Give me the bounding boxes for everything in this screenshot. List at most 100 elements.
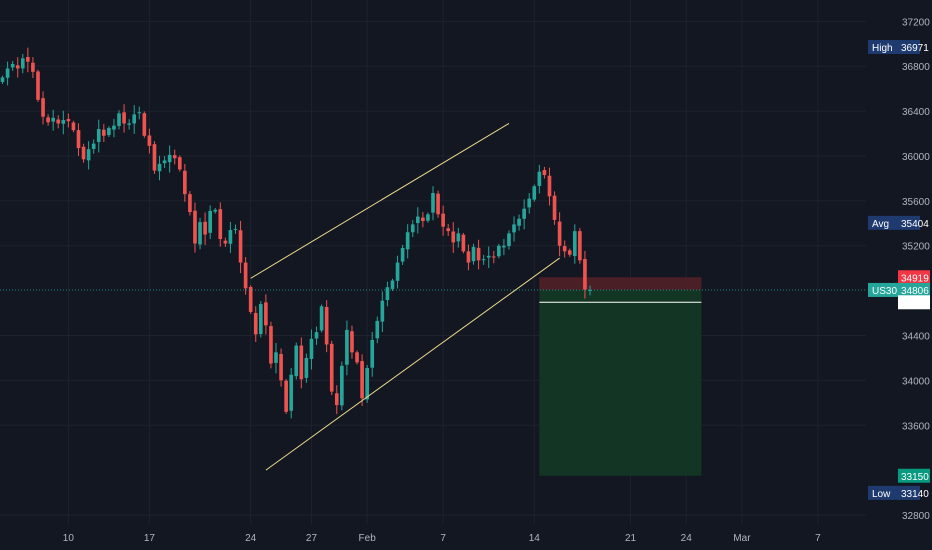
candle-body-43 <box>218 209 223 239</box>
candle-body-105 <box>532 186 537 200</box>
stop-label-bg <box>898 270 930 285</box>
candle-body-42 <box>213 209 218 212</box>
avg-label-value: 35404 <box>901 219 929 230</box>
candle-body-96 <box>486 255 491 258</box>
candle-body-71 <box>360 361 364 399</box>
candle-body-10 <box>51 117 55 122</box>
candles <box>0 47 592 419</box>
candle-body-82 <box>415 216 420 224</box>
current-price-value: 34806 <box>901 286 929 297</box>
candle-body-48 <box>243 262 248 289</box>
candle-body-76 <box>385 287 390 301</box>
candle-body-55 <box>279 354 283 381</box>
high-label: High 36971 <box>868 40 929 55</box>
candle-body-40 <box>203 221 207 235</box>
trend-channel[interactable] <box>250 122 560 471</box>
price-axis-labels: High 36971 Avg 35404 34919 US30 34806 34… <box>868 40 930 500</box>
candle-body-3 <box>15 65 20 69</box>
candle-body-107 <box>542 169 547 176</box>
candle-body-30 <box>152 144 157 171</box>
candle-body-35 <box>177 157 182 170</box>
candle-body-109 <box>552 195 557 220</box>
candle-body-28 <box>142 113 147 136</box>
candle-body-65 <box>329 343 334 392</box>
x-tick-label-1: 17 <box>144 533 156 544</box>
candle-body-99 <box>502 245 506 248</box>
x-tick-label-0: 10 <box>63 533 75 544</box>
candle-body-49 <box>248 287 253 312</box>
x-tick-label-8: 24 <box>681 533 693 544</box>
candle-body-90 <box>456 233 461 242</box>
candle-body-34 <box>172 155 177 159</box>
candle-body-53 <box>269 326 273 364</box>
edge-label: 34696 <box>898 295 930 310</box>
candle-body-94 <box>476 247 481 261</box>
candle-body-9 <box>46 117 50 123</box>
stop-label-value: 34919 <box>901 273 929 284</box>
low-label: Low 33140 <box>868 485 929 500</box>
symbol-name: US30 <box>872 286 897 297</box>
stop-label: 34919 <box>898 270 930 285</box>
candle-body-19 <box>96 129 101 142</box>
candle-body-97 <box>491 256 496 258</box>
candle-body-81 <box>410 224 415 233</box>
candle-body-116 <box>588 289 592 291</box>
price-axis[interactable]: 37200 36800 36400 36000 35600 35200 34400 34000… <box>902 17 930 522</box>
candle-body-68 <box>345 329 349 365</box>
stop-loss-zone[interactable] <box>539 277 702 290</box>
low-label-value: 33140 <box>901 489 929 500</box>
candle-body-5 <box>26 57 30 62</box>
candle-body-20 <box>101 129 106 136</box>
current-price-label: US30 34806 <box>868 282 930 297</box>
candle-body-22 <box>112 125 116 130</box>
channel-upper-line[interactable] <box>250 122 510 279</box>
avg-label-bg <box>868 215 920 230</box>
channel-lower-line[interactable] <box>265 257 560 471</box>
target-label-bg <box>898 468 930 483</box>
edge-label-bg <box>898 295 930 310</box>
candle-body-58 <box>294 345 299 377</box>
high-label-bg <box>868 40 920 55</box>
candle-body-56 <box>284 380 288 412</box>
candle-body-72 <box>365 368 369 400</box>
candle-body-114 <box>578 231 582 261</box>
candle-body-102 <box>517 218 521 226</box>
candle-body-73 <box>370 339 375 368</box>
candle-body-108 <box>547 175 552 197</box>
y-tick-label-2: 36400 <box>902 107 930 118</box>
candle-body-111 <box>562 246 567 252</box>
time-axis[interactable]: 10 17 24 27 Feb 7 14 21 24 Mar 7 <box>63 533 821 544</box>
candle-body-87 <box>441 213 445 227</box>
x-tick-label-10: 7 <box>815 533 821 544</box>
candle-body-47 <box>238 230 243 263</box>
candle-body-39 <box>198 222 202 245</box>
candle-body-26 <box>132 114 137 124</box>
candle-body-85 <box>431 192 435 213</box>
candle-body-70 <box>355 352 359 363</box>
x-tick-label-7: 21 <box>625 533 637 544</box>
candle-body-13 <box>66 119 71 122</box>
high-label-value: 36971 <box>901 43 929 54</box>
candle-body-12 <box>61 120 66 124</box>
position-zones <box>539 277 702 476</box>
candle-body-95 <box>481 259 486 261</box>
target-label-value: 33150 <box>901 472 929 483</box>
target-label: 33150 <box>898 468 930 483</box>
candle-body-45 <box>228 230 233 244</box>
take-profit-zone[interactable] <box>539 289 702 476</box>
candle-body-103 <box>522 208 526 219</box>
candle-body-100 <box>507 233 511 247</box>
candle-body-57 <box>289 374 294 411</box>
candle-body-112 <box>567 250 572 255</box>
candle-body-25 <box>127 123 131 125</box>
candle-body-7 <box>36 71 40 100</box>
candle-body-52 <box>264 302 268 326</box>
candle-body-24 <box>122 112 126 124</box>
candle-body-104 <box>527 198 532 208</box>
candle-body-106 <box>537 171 542 186</box>
y-tick-label-3: 36000 <box>902 152 930 163</box>
candle-body-11 <box>56 119 61 124</box>
candle-body-27 <box>137 112 142 114</box>
y-tick-label-6: 34400 <box>902 331 930 342</box>
